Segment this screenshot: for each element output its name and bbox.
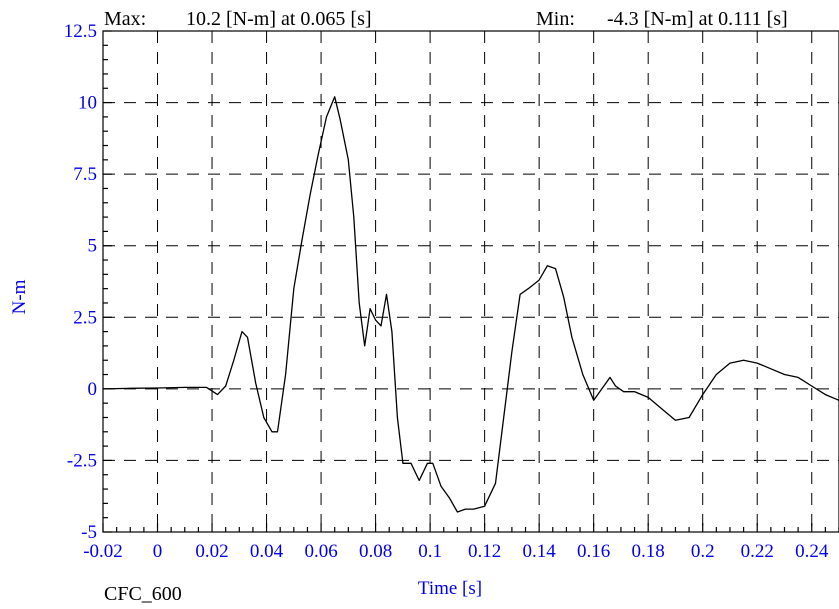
- x-tick-label: 0.14: [523, 541, 557, 562]
- y-tick-label: 7.5: [73, 164, 97, 185]
- grid-lines: [103, 31, 839, 532]
- plot-frame: [102, 30, 839, 533]
- y-tick-label: 5: [88, 236, 98, 257]
- y-tick-label: -5: [81, 522, 97, 543]
- y-tick-label: 0: [88, 379, 98, 400]
- x-tick-label: 0.2: [691, 541, 715, 562]
- min-label: Min:: [536, 8, 575, 30]
- torque-series-line: [102, 96, 839, 513]
- x-tick-label: 0.08: [359, 541, 392, 562]
- x-tick-label: 0.1: [418, 541, 442, 562]
- y-tick-label: 2.5: [73, 307, 97, 328]
- x-tick-label: 0.02: [195, 541, 228, 562]
- x-tick-label: 0.22: [741, 541, 774, 562]
- filter-class-label: CFC_600: [104, 583, 182, 605]
- min-value-text: -4.3 [N-m] at 0.111 [s]: [607, 8, 788, 30]
- series-layer: [102, 96, 839, 513]
- x-tick-labels: -0.02 0 0.02 0.04 0.06 0.08 0.1 0.12 0.14 0.16 0.1…: [83, 541, 829, 562]
- x-axis-label: Time [s]: [418, 578, 482, 599]
- x-tick-label: 0.12: [468, 541, 501, 562]
- y-axis-label: N-m: [9, 279, 30, 314]
- x-tick-label: 0.16: [577, 541, 610, 562]
- x-tick-label: 0.06: [304, 541, 337, 562]
- max-value-text: 10.2 [N-m] at 0.065 [s]: [186, 8, 372, 30]
- axis-ticks: [102, 30, 839, 533]
- max-label: Max:: [104, 8, 146, 30]
- x-tick-label: -0.02: [83, 541, 123, 562]
- y-tick-label: 12.5: [64, 21, 97, 42]
- x-tick-label: 0.24: [795, 541, 829, 562]
- x-tick-label: 0.18: [632, 541, 665, 562]
- x-tick-label: 0: [153, 541, 163, 562]
- x-tick-label: 0.04: [250, 541, 284, 562]
- y-tick-label: 10: [78, 93, 97, 114]
- y-tick-label: -2.5: [67, 450, 97, 471]
- y-tick-labels: -5 -2.5 0 2.5 5 7.5 10 12.5: [64, 21, 97, 543]
